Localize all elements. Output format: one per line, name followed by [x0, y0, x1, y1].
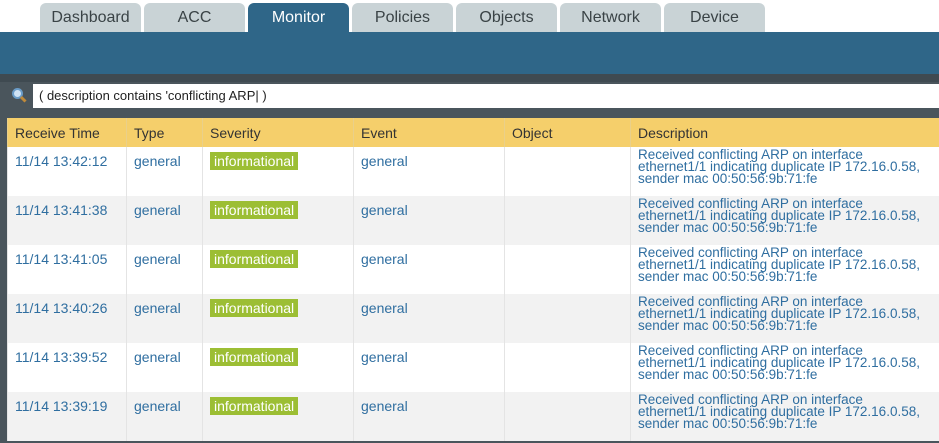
cell-event[interactable]: general	[353, 343, 505, 392]
cell-description[interactable]: Received conflicting ARP on interface et…	[630, 392, 939, 441]
cell-severity: informational	[202, 147, 354, 196]
cell-event[interactable]: general	[353, 392, 505, 441]
cell-severity: informational	[202, 294, 354, 343]
cell-receive-time[interactable]: 11/14 13:39:19	[7, 392, 127, 441]
severity-badge: informational	[210, 250, 299, 268]
table-row[interactable]: 11/14 13:39:19 general informational gen…	[7, 392, 939, 441]
cell-receive-time[interactable]: 11/14 13:40:26	[7, 294, 127, 343]
cell-type[interactable]: general	[126, 147, 203, 196]
cell-event[interactable]: general	[353, 294, 505, 343]
cell-description[interactable]: Received conflicting ARP on interface et…	[630, 294, 939, 343]
column-receive-time[interactable]: Receive Time	[7, 118, 127, 147]
cell-description[interactable]: Received conflicting ARP on interface et…	[630, 245, 939, 294]
table-header: Receive Time Type Severity Event Object …	[7, 118, 939, 147]
cell-object	[504, 392, 631, 441]
cell-object	[504, 147, 631, 196]
table-row[interactable]: 11/14 13:40:26 general informational gen…	[7, 294, 939, 343]
divider	[0, 74, 939, 82]
column-object[interactable]: Object	[504, 118, 631, 147]
tab-acc[interactable]: ACC	[144, 3, 245, 32]
cell-event[interactable]: general	[353, 245, 505, 294]
column-description[interactable]: Description	[630, 118, 939, 147]
cell-severity: informational	[202, 245, 354, 294]
tab-dashboard[interactable]: Dashboard	[40, 3, 141, 32]
column-type[interactable]: Type	[126, 118, 203, 147]
cell-severity: informational	[202, 392, 354, 441]
filter-input[interactable]: ( description contains 'conflicting ARP|…	[33, 84, 939, 108]
cell-type[interactable]: general	[126, 392, 203, 441]
cell-severity: informational	[202, 196, 354, 245]
cell-object	[504, 343, 631, 392]
tab-device[interactable]: Device	[664, 3, 765, 32]
cell-receive-time[interactable]: 11/14 13:41:38	[7, 196, 127, 245]
severity-badge: informational	[210, 397, 299, 415]
main-nav-tabs: Dashboard ACC Monitor Policies Objects N…	[40, 3, 765, 32]
severity-badge: informational	[210, 348, 299, 366]
table-row[interactable]: 11/14 13:39:52 general informational gen…	[7, 343, 939, 392]
column-severity[interactable]: Severity	[202, 118, 354, 147]
cell-description[interactable]: Received conflicting ARP on interface et…	[630, 147, 939, 196]
cell-receive-time[interactable]: 11/14 13:42:12	[7, 147, 127, 196]
cell-object	[504, 245, 631, 294]
severity-badge: informational	[210, 201, 299, 219]
cell-type[interactable]: general	[126, 196, 203, 245]
cell-object	[504, 196, 631, 245]
cell-description[interactable]: Received conflicting ARP on interface et…	[630, 196, 939, 245]
cell-description[interactable]: Received conflicting ARP on interface et…	[630, 343, 939, 392]
cell-event[interactable]: general	[353, 147, 505, 196]
sub-nav-band	[0, 32, 939, 74]
table-row[interactable]: 11/14 13:41:05 general informational gen…	[7, 245, 939, 294]
cell-severity: informational	[202, 343, 354, 392]
tab-monitor[interactable]: Monitor	[248, 3, 349, 32]
cell-event[interactable]: general	[353, 196, 505, 245]
log-table: Receive Time Type Severity Event Object …	[7, 118, 939, 441]
tab-network[interactable]: Network	[560, 3, 661, 32]
cell-type[interactable]: general	[126, 245, 203, 294]
cell-receive-time[interactable]: 11/14 13:39:52	[7, 343, 127, 392]
column-event[interactable]: Event	[353, 118, 505, 147]
severity-badge: informational	[210, 152, 299, 170]
search-icon[interactable]	[11, 87, 27, 103]
tab-policies[interactable]: Policies	[352, 3, 453, 32]
tab-objects[interactable]: Objects	[456, 3, 557, 32]
cell-type[interactable]: general	[126, 294, 203, 343]
severity-badge: informational	[210, 299, 299, 317]
cell-type[interactable]: general	[126, 343, 203, 392]
table-row[interactable]: 11/14 13:41:38 general informational gen…	[7, 196, 939, 245]
cell-object	[504, 294, 631, 343]
table-row[interactable]: 11/14 13:42:12 general informational gen…	[7, 147, 939, 196]
cell-receive-time[interactable]: 11/14 13:41:05	[7, 245, 127, 294]
